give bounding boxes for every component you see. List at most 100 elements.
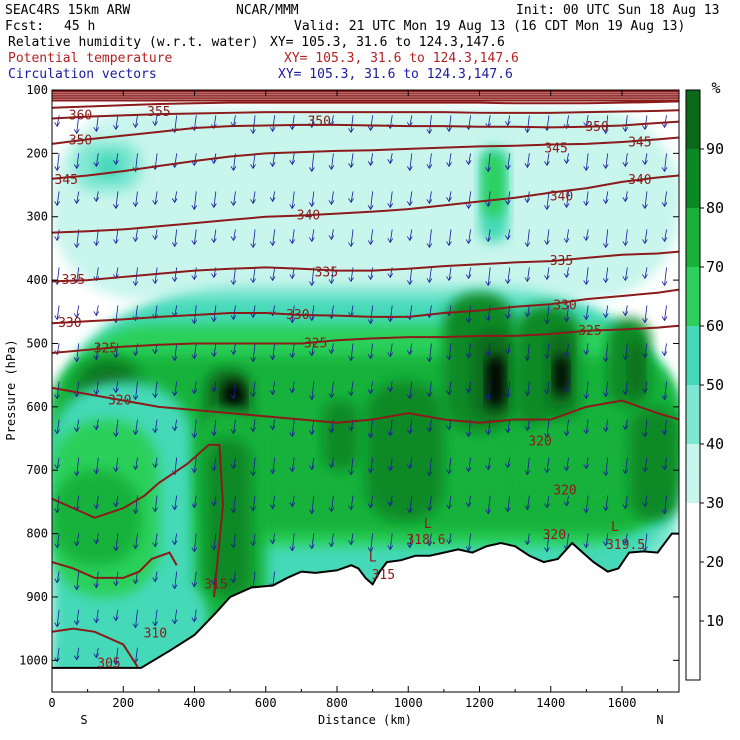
vector-arrow-head [289, 318, 296, 324]
contour-label: 335 [62, 273, 85, 288]
vector-arrow-head [642, 318, 648, 324]
vector-arrow-shaft [350, 153, 354, 168]
vector-arrow-shaft [389, 305, 393, 322]
vector-arrow-head [524, 505, 531, 511]
vector-arrow-shaft [193, 495, 197, 508]
vector-arrow-head [504, 428, 511, 434]
vector-arrow-head [348, 198, 354, 204]
vector-arrow-head [113, 546, 119, 552]
vector-arrow-head [132, 123, 139, 129]
vector-arrow-head [309, 465, 315, 471]
vector-arrow-head [642, 502, 648, 508]
vector-arrow-shaft [448, 115, 452, 132]
y-axis: 100 200 300 400 500 600 700 800 900 1000 [19, 83, 679, 667]
vector-arrow-head [289, 353, 296, 359]
vector-arrow-head [93, 276, 100, 282]
vector-arrow-shaft [350, 457, 354, 475]
vector-arrow-head [113, 160, 119, 166]
vector-arrow-head [544, 275, 550, 281]
vector-arrow-head [446, 162, 452, 168]
vector-arrow-head [250, 427, 256, 433]
vector-arrow-shaft [526, 115, 530, 133]
vector-arrow-shaft [487, 495, 491, 514]
vector-arrow-shaft [546, 153, 550, 166]
vector-arrow-head [152, 349, 158, 355]
vector-arrow-shaft [193, 343, 197, 359]
vector-arrow-head [191, 389, 198, 395]
vector-arrow-shaft [252, 191, 256, 204]
vector-arrow-shaft [409, 191, 413, 206]
vector-arrow-head [93, 618, 100, 624]
vector-arrow-shaft [546, 457, 550, 473]
vector-arrow-head [269, 469, 276, 475]
vector-arrow-shaft [193, 609, 197, 622]
vector-arrow-shaft [389, 533, 393, 550]
vector-arrow-shaft [56, 305, 60, 320]
vector-arrow-head [93, 162, 100, 168]
vector-arrow-shaft [624, 495, 628, 509]
vector-arrow-head [289, 239, 296, 245]
contour-label: 320 [543, 528, 566, 543]
vector-arrow-shaft [389, 419, 393, 436]
vector-arrow-shaft [76, 381, 80, 397]
vector-arrow-shaft [644, 229, 648, 244]
vector-arrow-shaft [644, 457, 648, 472]
vector-arrow-head [367, 433, 374, 439]
vector-arrow-head [524, 277, 531, 283]
vector-arrow-shaft [76, 419, 80, 432]
vector-arrow-shaft [566, 419, 569, 436]
vector-arrow-head [465, 388, 472, 394]
vector-arrow-head [328, 428, 335, 434]
vector-arrow-head [93, 583, 100, 589]
vector-arrow-head [113, 125, 119, 131]
vector-arrow-shaft [272, 153, 276, 167]
vector-arrow-shaft [585, 229, 589, 241]
vector-arrow-shaft [154, 495, 158, 512]
vector-arrow-shaft [487, 343, 491, 356]
vector-arrow-head [171, 198, 178, 204]
vector-arrow-shaft [95, 419, 99, 430]
vector-arrow-shaft [624, 533, 628, 544]
vector-arrow-head [583, 236, 589, 242]
vector-arrow-shaft [233, 229, 236, 241]
vector-arrow-head [446, 276, 452, 282]
vector-arrow-head [54, 464, 60, 470]
vector-arrow-shaft [350, 229, 354, 247]
vector-arrow-shaft [115, 381, 119, 393]
vector-arrow-head [211, 159, 217, 165]
vector-arrow-head [250, 541, 256, 547]
contour-label: 319.5 [606, 538, 645, 553]
vector-arrow-shaft [487, 153, 491, 172]
vector-arrow-shaft [252, 419, 256, 432]
vector-arrow-shaft [644, 267, 648, 279]
vector-arrow-shaft [291, 153, 295, 165]
vector-arrow-shaft [585, 191, 589, 206]
vector-arrow-shaft [546, 533, 550, 552]
vector-arrow-head [348, 470, 354, 476]
terrain-outline [52, 532, 679, 669]
y-tick-label: 1000 [19, 653, 48, 667]
vector-arrow-head [426, 427, 433, 433]
vector-arrow-shaft [95, 495, 99, 509]
colorbar-bin [686, 208, 700, 267]
vector-arrow-head [348, 391, 354, 397]
vector-arrow-head [583, 508, 589, 514]
vector-arrow-head [622, 241, 629, 247]
vector-arrow-shaft [95, 115, 99, 132]
vector-arrow-shaft [624, 267, 628, 281]
vector-arrow-head [485, 281, 492, 287]
vector-arrow-shaft [154, 533, 158, 547]
vector-arrow-shaft [664, 343, 667, 356]
field-name-theta: Potential temperature [8, 51, 173, 66]
vector-arrow-head [406, 201, 413, 207]
vector-arrow-shaft [272, 533, 276, 544]
vector-arrow-shaft [76, 609, 80, 625]
vector-arrow-head [465, 274, 472, 280]
y-axis-label: Pressure (hPa) [4, 339, 18, 440]
rh-patch [629, 406, 679, 521]
vector-arrow-shaft [566, 305, 569, 322]
vector-arrow-shaft [115, 609, 119, 621]
vector-arrow-shaft [409, 457, 413, 469]
field-xy-vectors: XY= 105.3, 31.6 to 124.3,147.6 [278, 67, 513, 82]
vector-arrow-head [485, 202, 492, 208]
